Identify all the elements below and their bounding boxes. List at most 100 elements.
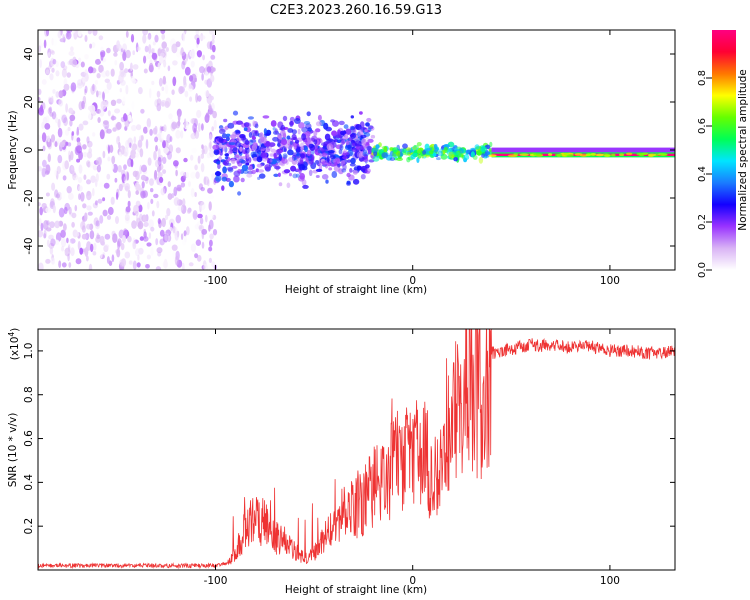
spectrogram-cell bbox=[337, 163, 341, 168]
spectrogram-cell bbox=[256, 156, 263, 163]
spectrogram-cell bbox=[90, 243, 94, 253]
spectrogram-cell bbox=[360, 174, 366, 180]
spectrogram-cell bbox=[341, 168, 347, 173]
spectrogram-cell bbox=[269, 153, 274, 157]
spectrogram-cell bbox=[186, 46, 191, 53]
spectrogram-cell bbox=[310, 156, 315, 163]
spectrogram-cell bbox=[121, 258, 127, 267]
spectrogram-cell bbox=[151, 80, 155, 86]
spectrogram-cell bbox=[337, 129, 341, 136]
spectrogram-cell bbox=[127, 206, 131, 212]
spectrogram-cell bbox=[231, 165, 238, 169]
spectrogram-cell bbox=[139, 236, 144, 241]
spectrogram-cell bbox=[127, 190, 131, 199]
spectrogram-cell bbox=[151, 48, 155, 53]
spectrogram-cell bbox=[96, 73, 101, 79]
spectrogram-cell bbox=[365, 168, 371, 174]
spectrogram-cell bbox=[325, 179, 329, 184]
spectrogram-cell bbox=[213, 119, 217, 130]
spectrogram-cell bbox=[636, 152, 645, 156]
spectrogram-cell bbox=[396, 150, 401, 157]
spectrogram-cell bbox=[181, 204, 187, 214]
spectrogram-cell bbox=[324, 133, 331, 141]
spectrogram-cell bbox=[76, 158, 81, 163]
spectrogram-cell bbox=[208, 257, 212, 263]
spectrogram-cell bbox=[243, 122, 250, 128]
spectrogram-cell bbox=[228, 150, 233, 155]
spectrogram-cell bbox=[106, 173, 111, 180]
spectrogram-cell bbox=[52, 58, 57, 65]
spectrogram-cell bbox=[463, 154, 470, 161]
spectrogram-cell bbox=[87, 211, 93, 216]
spectrogram-cell bbox=[204, 90, 210, 98]
spectrogram-cell bbox=[248, 157, 252, 163]
spectrogram-cell bbox=[180, 233, 184, 241]
spectrogram-cell bbox=[139, 148, 144, 158]
spectrogram-cell bbox=[218, 137, 224, 144]
spectrogram-cell bbox=[93, 217, 99, 227]
spectrogram-cell bbox=[121, 265, 125, 270]
spectrogram-cell bbox=[392, 151, 398, 158]
spectrogram-cell bbox=[146, 242, 152, 247]
spectrogram-cell bbox=[117, 135, 120, 142]
spectrogram-cell bbox=[136, 214, 139, 224]
spectrogram-ytick-label: 20 bbox=[23, 95, 35, 108]
spectrogram-cell bbox=[142, 34, 147, 44]
spectrogram-cell bbox=[161, 41, 167, 49]
spectrogram-cell bbox=[103, 88, 110, 94]
spectrogram-cell bbox=[96, 90, 99, 98]
spectrogram-cell bbox=[203, 176, 210, 186]
spectrogram-cell bbox=[367, 138, 374, 143]
spectrogram-cell bbox=[200, 187, 205, 192]
spectrogram-cell bbox=[113, 52, 118, 57]
spectrogram-cell bbox=[95, 58, 101, 65]
spectrogram-cell bbox=[60, 237, 67, 248]
spectrogram-cell bbox=[49, 247, 54, 255]
spectrogram-cell bbox=[95, 173, 99, 182]
spectrogram-cell bbox=[154, 34, 159, 43]
spectrogram-cell bbox=[243, 127, 248, 132]
spectrogram-cell bbox=[63, 206, 68, 215]
snr-ytick-label: 0.8 bbox=[23, 386, 35, 403]
spectrogram-cell bbox=[81, 225, 86, 233]
colorbar-label: Normalized spectral amplitude bbox=[737, 69, 749, 230]
spectrogram-cell bbox=[142, 190, 148, 198]
spectrogram-cell bbox=[125, 84, 129, 95]
spectrogram-cell bbox=[65, 103, 68, 113]
spectrogram-cell bbox=[274, 128, 278, 135]
spectrogram-cell bbox=[67, 60, 72, 66]
spectrogram-cell bbox=[533, 153, 543, 156]
spectrogram-cell bbox=[209, 239, 213, 247]
spectrogram-cell bbox=[181, 238, 187, 246]
spectrogram-cell bbox=[46, 220, 50, 226]
spectrogram-cell bbox=[179, 50, 186, 57]
spectrogram-cell bbox=[82, 151, 88, 158]
spectrogram-cell bbox=[241, 156, 247, 160]
spectrogram-cell bbox=[508, 154, 518, 157]
spectrogram-cell bbox=[133, 136, 137, 144]
spectrogram-cell bbox=[140, 174, 147, 181]
spectrogram-cell bbox=[57, 127, 63, 138]
spectrogram-cell bbox=[289, 141, 293, 145]
spectrogram-cell bbox=[360, 134, 367, 139]
spectrogram-cell bbox=[407, 151, 411, 156]
spectrogram-cell bbox=[619, 153, 625, 156]
spectrogram-cell bbox=[314, 145, 319, 152]
spectrogram-cell bbox=[141, 164, 147, 173]
spectrogram-cell bbox=[260, 152, 267, 158]
spectrogram-cell bbox=[343, 124, 349, 129]
spectrogram-cell bbox=[130, 34, 135, 43]
spectrogram-cell bbox=[55, 91, 60, 98]
spectrogram-cell bbox=[273, 152, 277, 159]
spectrogram-cell bbox=[214, 171, 222, 177]
spectrogram-cell bbox=[208, 104, 212, 111]
colorbar-ticks: 0.0 0.2 0.4 0.6 0.8 bbox=[697, 70, 712, 278]
spectrogram-cell bbox=[84, 85, 88, 94]
spectrogram-cell bbox=[121, 173, 126, 182]
spectrogram-cell bbox=[211, 38, 215, 45]
spectrogram-cell bbox=[88, 66, 94, 74]
spectrogram-cell bbox=[92, 251, 97, 256]
spectrogram-cell bbox=[184, 235, 188, 243]
spectrogram-cell bbox=[295, 153, 302, 158]
spectrogram-cell bbox=[303, 121, 311, 125]
